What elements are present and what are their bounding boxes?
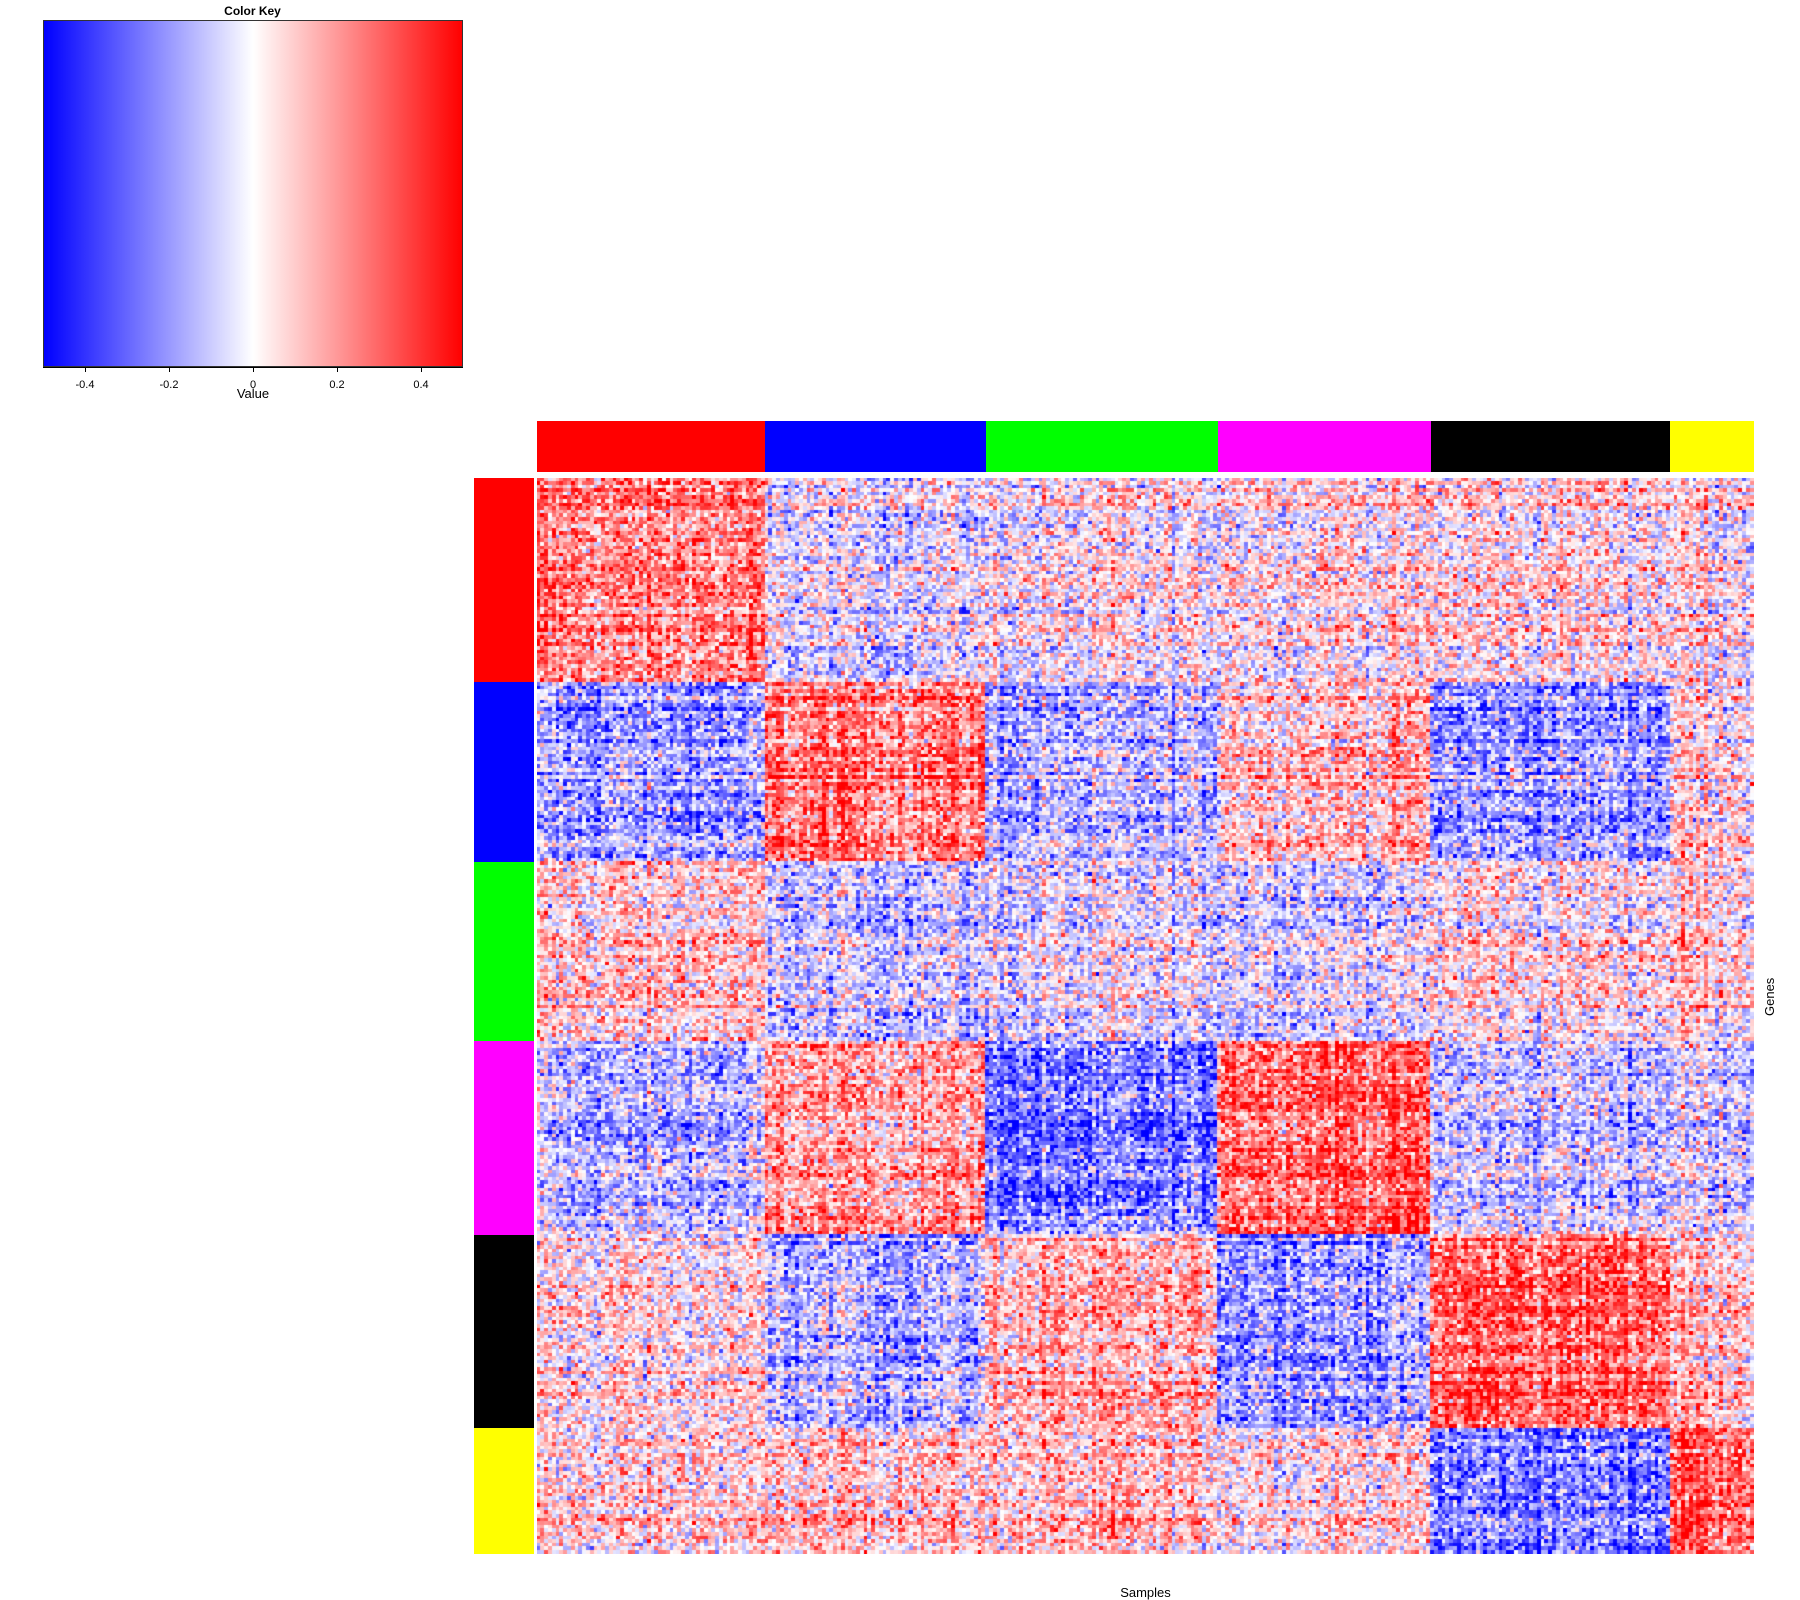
color-key: Color Key -0.4 -0.2 0 0.2 0.4 Value <box>0 0 480 410</box>
color-key-tick <box>253 367 254 372</box>
color-key-tick <box>421 367 422 372</box>
color-key-title: Color Key <box>224 4 281 18</box>
row-group-4 <box>474 1041 534 1235</box>
row-group-6 <box>474 1428 534 1554</box>
color-key-xlabel: Value <box>236 386 270 401</box>
heatmap-canvas <box>537 478 1754 1554</box>
color-key-tick-label: 0.2 <box>329 379 345 391</box>
row-group-2 <box>474 682 534 862</box>
color-key-tick <box>85 367 86 372</box>
color-key-tick-label: -0.2 <box>159 379 179 391</box>
column-group-bar <box>537 421 1754 472</box>
color-key-tick-label: 0 <box>249 379 257 391</box>
x-axis-label: Samples <box>1120 1585 1171 1600</box>
column-group-5 <box>1431 421 1670 472</box>
color-key-tick <box>169 367 170 372</box>
column-group-6 <box>1670 421 1754 472</box>
row-group-bar <box>474 478 534 1554</box>
row-group-1 <box>474 478 534 682</box>
column-group-4 <box>1218 421 1431 472</box>
color-key-tick <box>337 367 338 372</box>
color-key-tick-label: -0.4 <box>75 379 95 391</box>
column-group-3 <box>986 421 1218 472</box>
row-group-3 <box>474 862 534 1041</box>
color-key-tick-label: 0.4 <box>413 379 429 391</box>
column-group-1 <box>537 421 765 472</box>
column-group-2 <box>765 421 986 472</box>
color-key-gradient <box>43 20 463 367</box>
row-group-5 <box>474 1235 534 1428</box>
y-axis-label: Genes <box>1762 977 1777 1016</box>
